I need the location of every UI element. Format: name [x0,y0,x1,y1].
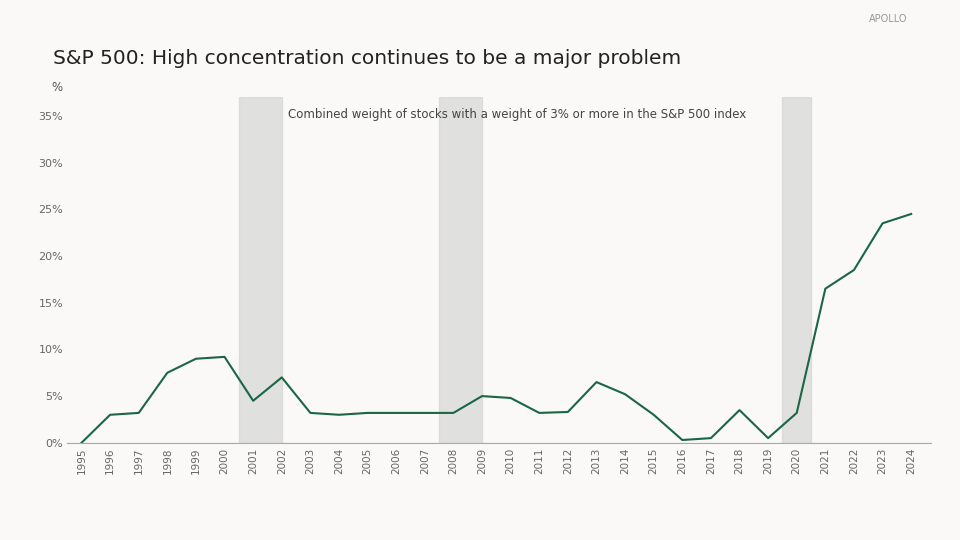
Text: %: % [52,81,63,94]
Text: APOLLO: APOLLO [869,14,907,24]
Bar [439,97,482,443]
Bar [239,97,282,443]
Text: Combined weight of stocks with a weight of 3% or more in the S&P 500 index: Combined weight of stocks with a weight … [288,107,746,120]
Bar [782,97,811,443]
Text: S&P 500: High concentration continues to be a major problem: S&P 500: High concentration continues to… [53,49,681,68]
